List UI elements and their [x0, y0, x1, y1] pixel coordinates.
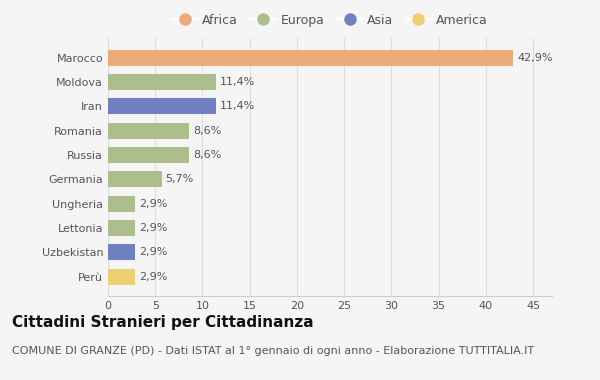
- Bar: [108, 123, 189, 139]
- Text: 5,7%: 5,7%: [166, 174, 194, 184]
- Bar: [108, 74, 215, 90]
- Text: 42,9%: 42,9%: [517, 53, 553, 63]
- Bar: [108, 244, 136, 260]
- Text: 8,6%: 8,6%: [193, 126, 221, 136]
- Bar: [108, 171, 162, 187]
- Text: 2,9%: 2,9%: [139, 199, 167, 209]
- Text: 2,9%: 2,9%: [139, 247, 167, 257]
- Bar: [108, 50, 513, 66]
- Text: 8,6%: 8,6%: [193, 150, 221, 160]
- Bar: [108, 220, 136, 236]
- Text: 11,4%: 11,4%: [220, 101, 255, 111]
- Text: 2,9%: 2,9%: [139, 272, 167, 282]
- Text: 2,9%: 2,9%: [139, 223, 167, 233]
- Bar: [108, 98, 215, 114]
- Text: COMUNE DI GRANZE (PD) - Dati ISTAT al 1° gennaio di ogni anno - Elaborazione TUT: COMUNE DI GRANZE (PD) - Dati ISTAT al 1°…: [12, 346, 534, 356]
- Bar: [108, 147, 189, 163]
- Bar: [108, 196, 136, 212]
- Text: 11,4%: 11,4%: [220, 77, 255, 87]
- Legend: Africa, Europa, Asia, America: Africa, Europa, Asia, America: [172, 14, 488, 27]
- Bar: [108, 269, 136, 285]
- Text: Cittadini Stranieri per Cittadinanza: Cittadini Stranieri per Cittadinanza: [12, 315, 314, 330]
